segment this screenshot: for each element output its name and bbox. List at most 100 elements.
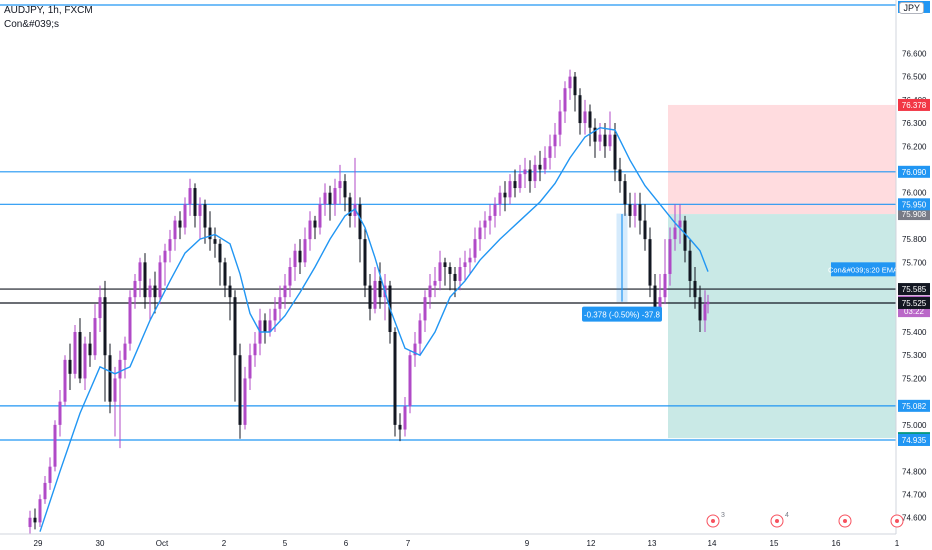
- candle: [193, 183, 197, 228]
- time-tick-label: 29: [34, 539, 43, 548]
- candle: [58, 390, 62, 437]
- price-tag-label: 74.935: [902, 436, 927, 445]
- candle-body: [128, 297, 132, 344]
- candle-body: [88, 343, 92, 356]
- candle-body: [138, 262, 142, 281]
- candle: [263, 313, 267, 344]
- candle-body: [463, 262, 467, 267]
- candle-body: [78, 332, 82, 379]
- candle-body: [273, 308, 277, 321]
- candle: [88, 332, 92, 367]
- candle: [438, 250, 442, 291]
- candle-body: [208, 227, 212, 240]
- candle-body: [608, 134, 612, 147]
- candle: [183, 197, 187, 235]
- candle: [168, 229, 172, 263]
- candle-body: [63, 359, 67, 402]
- candle: [448, 262, 452, 291]
- candle: [158, 255, 162, 305]
- price-tag-bg: [898, 98, 930, 111]
- price-tick-label: 74.800: [902, 467, 927, 476]
- candle: [318, 197, 322, 235]
- candle-body: [638, 204, 642, 221]
- price-tag-bg: [898, 165, 930, 178]
- chart-legend: AUDJPY, 1h, FXCM Con&#039;s: [4, 4, 93, 32]
- candle-body: [438, 262, 442, 281]
- candle: [393, 327, 397, 437]
- candle-body: [693, 280, 697, 298]
- candle-body: [118, 359, 122, 379]
- candle: [673, 204, 677, 251]
- candle: [128, 290, 132, 351]
- candle-body: [198, 204, 202, 216]
- ema-price-label: Con&#039;s:20 EMA: [828, 262, 898, 277]
- event-count: 3: [721, 512, 725, 519]
- candle-body: [283, 285, 287, 298]
- candle-body: [398, 424, 402, 430]
- economic-event-icon: [890, 514, 904, 528]
- price-tick-label: 75.000: [902, 421, 927, 430]
- candle-body: [163, 250, 167, 263]
- candle: [253, 332, 257, 367]
- candle-body: [238, 355, 242, 425]
- candle: [478, 220, 482, 251]
- candle-body: [488, 215, 492, 221]
- candle-body: [343, 181, 347, 198]
- candle: [63, 355, 67, 407]
- candle: [458, 257, 462, 291]
- candle: [633, 192, 637, 228]
- candle: [378, 262, 382, 309]
- candle-body: [153, 285, 157, 298]
- candle-body: [683, 220, 687, 251]
- candle: [588, 104, 592, 147]
- candle: [123, 336, 127, 379]
- candle-body: [628, 204, 632, 216]
- candle-body: [433, 280, 437, 286]
- symbol-title[interactable]: AUDJPY, 1h, FXCM: [4, 5, 93, 16]
- candle: [498, 185, 502, 216]
- candle: [118, 350, 122, 449]
- candle-body: [53, 424, 57, 467]
- candle: [133, 273, 137, 309]
- candle: [163, 243, 167, 286]
- candle-body: [618, 169, 622, 182]
- economic-event-icon: 4: [770, 512, 789, 528]
- candle-body: [133, 280, 137, 298]
- candle-body: [553, 134, 557, 147]
- economic-event-icon: [838, 514, 852, 528]
- candle-body: [108, 355, 112, 402]
- candle: [543, 146, 547, 175]
- candle-body: [38, 499, 42, 523]
- candle: [706, 294, 710, 314]
- time-tick-label: 12: [587, 539, 596, 548]
- candle: [698, 285, 702, 333]
- currency-badge: JPY: [899, 2, 924, 14]
- candle-body: [158, 262, 162, 298]
- price-tick-label: 75.400: [902, 328, 927, 337]
- candle-body: [303, 239, 307, 263]
- candle: [338, 164, 342, 205]
- price-tag-bg: [898, 208, 930, 221]
- candle: [98, 285, 102, 333]
- candle-body: [58, 401, 62, 425]
- candle-body: [508, 181, 512, 198]
- indicator-title[interactable]: Con&#039;s: [4, 19, 60, 30]
- candle: [303, 227, 307, 267]
- candle: [568, 69, 572, 100]
- price-tag-label: 75.585: [902, 285, 927, 294]
- price-tick-label: 74.600: [902, 514, 927, 523]
- candle-body: [633, 204, 637, 216]
- candle-body: [528, 169, 532, 182]
- candle: [518, 164, 522, 193]
- candle-body: [358, 204, 362, 240]
- candle: [658, 273, 662, 309]
- price-tick-label: 76.200: [902, 142, 927, 151]
- candle: [38, 494, 42, 528]
- price-tag: 76.378: [898, 98, 930, 111]
- candle-body: [323, 192, 327, 205]
- candle: [398, 413, 402, 442]
- price-tag: 76.090: [898, 165, 930, 178]
- candle: [368, 273, 372, 321]
- candle-body: [588, 111, 592, 128]
